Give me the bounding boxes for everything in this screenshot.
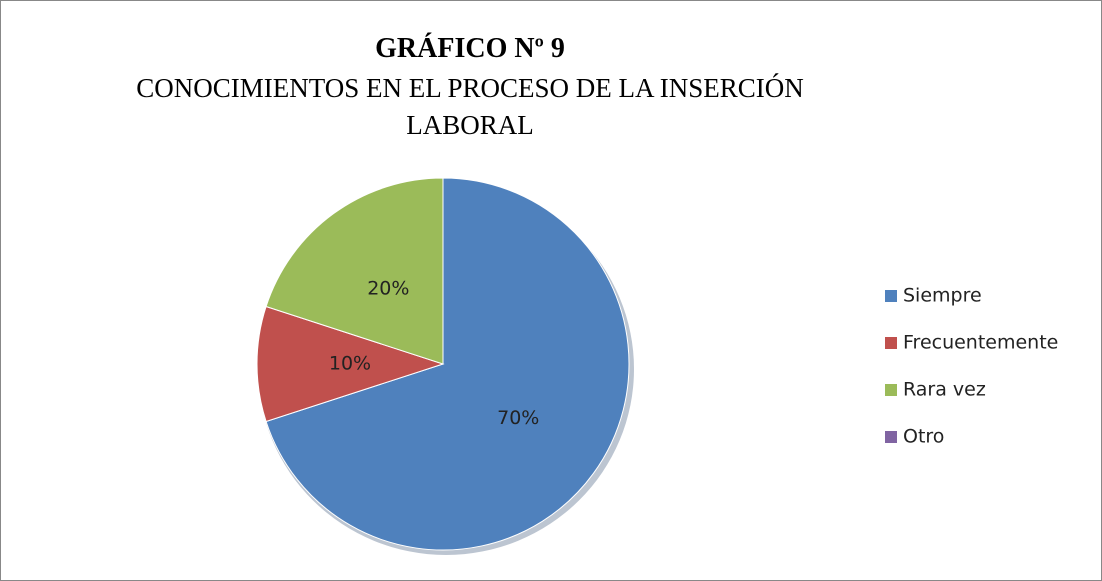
data-label: 20% [367, 277, 409, 299]
pie-slice [256, 305, 445, 423]
legend-label: Siempre [903, 285, 982, 307]
chart-subtitle: LABORAL [406, 110, 534, 140]
legend-label: Rara vez [903, 379, 986, 401]
legend-swatch [885, 384, 897, 396]
chart-subtitle: CONOCIMIENTOS EN EL PROCESO DE LA INSERC… [136, 73, 804, 103]
legend-label: Frecuentemente [903, 332, 1058, 354]
legend-swatch [885, 290, 897, 302]
pie-slice [265, 177, 630, 551]
legend-swatch [885, 431, 897, 443]
data-label: 10% [329, 353, 371, 375]
legend-swatch [885, 337, 897, 349]
chart-title: GRÁFICO Nº 9 [375, 33, 565, 64]
legend-label: Otro [903, 426, 944, 448]
data-label: 70% [497, 407, 539, 429]
pie-slice [265, 177, 444, 365]
